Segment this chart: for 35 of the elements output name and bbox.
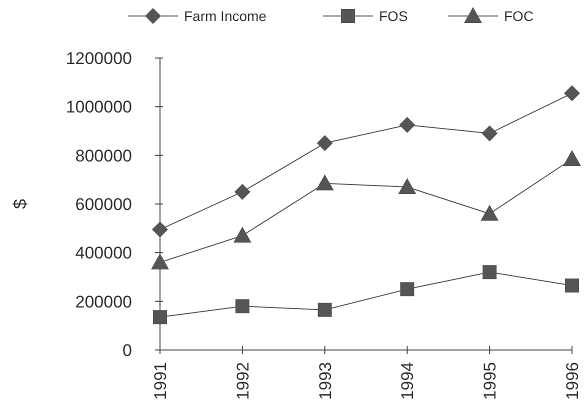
point bbox=[234, 184, 250, 200]
point bbox=[235, 299, 250, 314]
point bbox=[316, 174, 334, 190]
point bbox=[400, 282, 414, 296]
y-tick-label: 200000 bbox=[75, 292, 132, 312]
point bbox=[482, 125, 498, 142]
point bbox=[151, 253, 169, 270]
point bbox=[152, 222, 168, 238]
point bbox=[564, 85, 580, 102]
x-tick-label: 1991 bbox=[151, 362, 170, 400]
point bbox=[482, 265, 497, 280]
point bbox=[233, 226, 252, 243]
y-axis-title: $ bbox=[10, 198, 30, 210]
legend-label: Farm Income bbox=[184, 8, 267, 24]
y-tick-label: 800000 bbox=[75, 146, 132, 166]
point bbox=[399, 116, 416, 133]
point bbox=[480, 204, 499, 221]
y-tick-label: 1000000 bbox=[66, 98, 132, 117]
x-tick-label: 1993 bbox=[316, 362, 335, 400]
y-tick-label: 0 bbox=[122, 340, 132, 360]
point bbox=[565, 278, 579, 293]
x-tick-label: 1996 bbox=[563, 362, 582, 400]
legend-label: FOC bbox=[504, 8, 534, 24]
x-tick-label: 1995 bbox=[480, 362, 500, 400]
point bbox=[398, 178, 416, 194]
legend-label: FOS bbox=[379, 8, 408, 24]
point bbox=[318, 302, 332, 317]
point bbox=[563, 150, 581, 166]
x-tick-label: 1994 bbox=[398, 362, 418, 400]
point bbox=[153, 310, 167, 324]
point bbox=[316, 135, 333, 152]
x-tick-label: 1992 bbox=[233, 362, 252, 400]
y-tick-label: 600000 bbox=[75, 194, 132, 214]
y-tick-label: 1200000 bbox=[66, 48, 132, 68]
y-tick-label: 400000 bbox=[75, 244, 132, 263]
